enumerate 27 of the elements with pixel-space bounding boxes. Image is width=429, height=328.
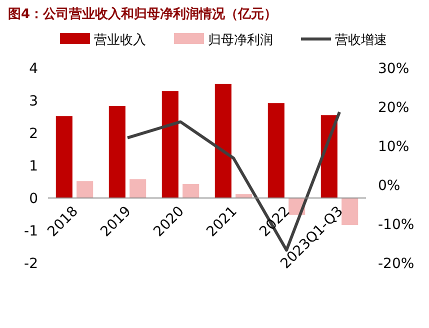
bar [56,116,72,198]
y2-tick-label: -20% [378,256,414,272]
y2-tick-label: 30% [378,61,410,77]
y2-tick-label: 0% [378,178,400,194]
y-tick-label: -2 [24,256,38,272]
bar [268,103,284,198]
y-tick-label: 0 [29,191,38,207]
y-tick-label: 4 [29,61,38,77]
legend-label: 营收增速 [335,33,387,48]
bar [76,181,94,198]
bar [130,179,146,198]
legend-label: 归母净利润 [208,33,273,48]
bar [342,198,358,225]
legend-label: 营业收入 [94,33,146,48]
bar [214,84,232,198]
bar [182,184,200,198]
chart-title: 图4：公司营业收入和归母净利润情况（亿元） [8,6,278,22]
y2-tick-label: 20% [378,100,410,116]
y2-tick-label: -10% [378,217,414,233]
y-tick-label: -1 [24,224,38,240]
y-tick-label: 2 [29,126,38,142]
bar [162,91,178,198]
y2-tick-label: 10% [378,139,410,155]
y-tick-label: 1 [29,158,38,174]
bar [108,106,126,198]
bar [236,194,252,198]
y-tick-label: 3 [29,94,38,110]
